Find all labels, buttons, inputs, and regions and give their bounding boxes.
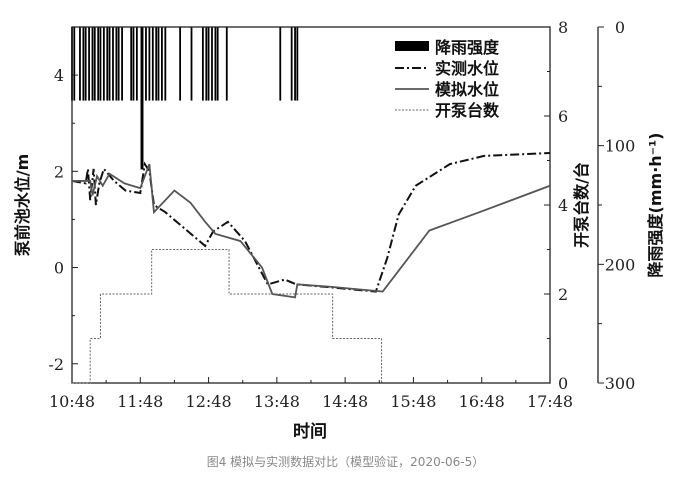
rain-tick-label: 0: [615, 18, 625, 37]
rain-bar: [82, 27, 85, 101]
x-tick-label: 10:48: [49, 392, 95, 411]
y-pump-tick-label: 6: [558, 107, 568, 126]
rain-bar: [205, 27, 208, 101]
y-left-tick-label: -2: [48, 355, 64, 374]
rain-bar: [93, 27, 96, 101]
rain-bar: [225, 27, 228, 101]
rain-bar: [132, 27, 135, 101]
rain-bar: [73, 27, 76, 101]
rain-bar: [140, 27, 143, 170]
rain-bar: [145, 27, 147, 101]
y-pump-axis-title: 开泵台数/台: [572, 162, 591, 248]
y-left-tick-label: 4: [54, 66, 64, 85]
legend-label: 开泵台数: [435, 101, 500, 120]
y-rain-axis-title: 降雨强度(mm·h⁻¹): [646, 133, 665, 278]
rain-tick-label: 300: [605, 374, 636, 393]
y-pump-tick-label: 8: [558, 18, 568, 37]
rain-bar: [112, 27, 114, 101]
rain-bar: [130, 27, 133, 101]
rain-bar: [179, 27, 182, 101]
x-tick-label: 12:48: [186, 392, 232, 411]
rain-bar: [115, 27, 118, 101]
rain-bar: [211, 27, 213, 101]
rain-bar: [141, 27, 144, 170]
legend-label: 模拟水位: [435, 80, 499, 99]
rain-bar: [279, 27, 282, 101]
y-pump-tick-label: 4: [558, 196, 568, 215]
y-pump-tick-label: 0: [558, 374, 568, 393]
rain-bar: [290, 27, 293, 101]
rain-bar: [151, 27, 154, 101]
x-tick-label: 17:48: [527, 392, 573, 411]
series-line-dotted-step: [72, 249, 383, 384]
x-tick-label: 13:48: [254, 392, 300, 411]
legend-label: 降雨强度: [435, 38, 500, 57]
rain-tick-label: 100: [605, 137, 636, 156]
y-left-tick-label: 2: [54, 162, 64, 181]
rain-bar: [148, 27, 151, 101]
rain-bar: [106, 27, 109, 101]
rain-bar: [135, 27, 138, 101]
rain-bar: [161, 27, 163, 101]
x-tick-label: 16:48: [459, 392, 505, 411]
y-left-tick-label: 0: [54, 259, 64, 278]
figure-caption: 图4 模拟与实测数据对比（模型验证，2020-06-5）: [206, 455, 485, 469]
rain-bar: [190, 27, 193, 101]
rain-bar: [207, 27, 210, 101]
y-pump-tick-label: 2: [558, 285, 568, 304]
x-axis-title: 时间: [293, 421, 327, 442]
legend-swatch-rain: [395, 41, 429, 51]
rain-bar: [155, 27, 158, 101]
series-line-dash-dot: [71, 152, 551, 293]
rain-bar: [117, 27, 120, 101]
rain-bar: [102, 27, 105, 101]
y-left-axis-title: 泵前池水位/m: [13, 154, 32, 258]
rain-bar: [99, 27, 102, 101]
rain-bar: [108, 27, 111, 101]
rain-bar: [97, 27, 100, 101]
rain-bar: [157, 27, 160, 101]
rain-bar: [164, 27, 167, 101]
rain-bar: [79, 27, 81, 101]
rain-bar: [84, 27, 87, 101]
rain-bar: [216, 27, 219, 101]
rain-bar: [201, 27, 204, 101]
x-tick-label: 11:48: [117, 392, 163, 411]
rain-bar: [214, 27, 217, 101]
rain-bar: [296, 27, 299, 101]
legend-label: 实测水位: [435, 59, 499, 78]
x-tick-label: 14:48: [322, 392, 368, 411]
rain-bar: [88, 27, 90, 101]
series-line-solid: [72, 163, 551, 299]
rain-bar: [294, 27, 296, 101]
rain-bar: [91, 27, 94, 101]
x-tick-label: 15:48: [390, 392, 436, 411]
rain-tick-label: 200: [605, 255, 636, 274]
rain-bar: [121, 27, 123, 101]
